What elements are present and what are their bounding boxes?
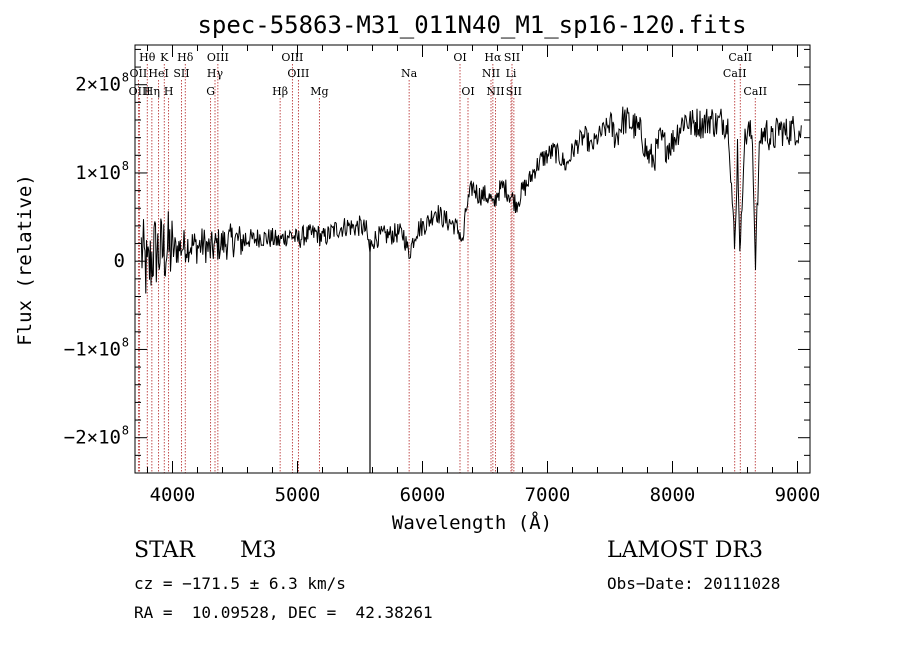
line-marker-label: Hβ: [272, 85, 288, 98]
x-tick-label: 6000: [400, 484, 446, 506]
y-tick-label: −2×10: [64, 427, 121, 449]
line-marker-label: Hα: [484, 51, 502, 64]
x-tick-label: 8000: [650, 484, 696, 506]
line-marker-label: Hδ: [177, 51, 194, 64]
x-tick-label: 7000: [525, 484, 571, 506]
y-tick-label: 0: [114, 250, 125, 272]
line-marker-label: Hγ: [207, 67, 224, 80]
y-tick-exponent: 8: [122, 335, 129, 349]
x-tick-labels: 4000 5000 6000 7000 8000 9000: [150, 484, 821, 506]
line-marker-label: H: [164, 85, 174, 98]
line-marker-label: CaII: [743, 85, 767, 98]
y-tick-label: −1×10: [64, 338, 121, 360]
y-tick-label: 1×10: [75, 162, 121, 184]
object-class: STAR: [134, 538, 195, 563]
y-axis-label: Flux (relative): [14, 174, 36, 346]
line-marker-label: NII: [486, 85, 504, 98]
survey-name: LAMOST DR3: [607, 538, 763, 563]
line-marker-label: OI: [461, 85, 474, 98]
line-marker-label: OIII: [129, 85, 151, 98]
spectrum-line: [140, 106, 802, 294]
y-tick-label: 2×10: [75, 74, 121, 96]
line-marker-label: OIII: [207, 51, 229, 64]
x-tick-label: 9000: [775, 484, 821, 506]
line-marker-label: SII: [506, 85, 522, 98]
line-marker-label: OII: [130, 67, 148, 80]
line-marker-label: Hθ: [139, 51, 156, 64]
line-marker-label: CaII: [728, 51, 752, 64]
line-marker-label: K: [160, 51, 169, 64]
y-tick-exponent: 8: [122, 159, 129, 173]
line-marker-label: OIII: [281, 51, 303, 64]
line-marker-label: Li: [506, 67, 517, 80]
x-tick-label: 4000: [150, 484, 196, 506]
line-marker-label: Hη: [144, 85, 160, 98]
line-marker-label: Na: [401, 67, 418, 80]
x-tick-label: 5000: [275, 484, 321, 506]
line-marker-label: SII: [504, 51, 520, 64]
line-marker-label: SII: [173, 67, 189, 80]
y-tick-exponent: 8: [122, 71, 129, 85]
line-marker-label: G: [206, 85, 215, 98]
chart-title: spec-55863-M31_011N40_M1_sp16-120.fits: [197, 11, 746, 39]
line-marker-label: OIII: [287, 67, 309, 80]
plot-frame: [134, 44, 811, 474]
line-marker-label: CaII: [723, 67, 747, 80]
line-marker-label: NII: [482, 67, 500, 80]
observation-date: Obs−Date: 20111028: [607, 574, 781, 593]
line-marker-label: HeI: [148, 67, 168, 80]
y-tick-exponent: 8: [122, 424, 129, 438]
redshift-velocity: cz = −171.5 ± 6.3 km/s: [134, 574, 346, 593]
x-axis-label: Wavelength (Å): [392, 511, 552, 534]
object-subclass: M3: [240, 538, 277, 563]
line-marker-label: OI: [453, 51, 466, 64]
ra-dec: RA = 10.09528, DEC = 42.38261: [134, 603, 433, 622]
line-marker-label: Mg: [310, 85, 328, 98]
axis-ticks: [135, 45, 810, 474]
